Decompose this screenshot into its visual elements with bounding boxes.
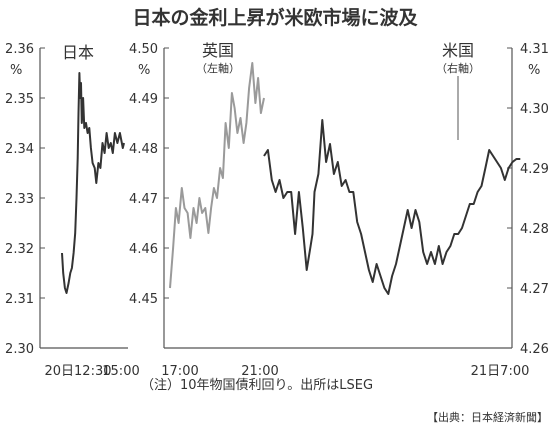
japan-x-tick-label: 15:00: [102, 364, 139, 379]
japan-y-tick-label: 2.32: [5, 242, 34, 257]
uk-x-tick-label: 17:00: [161, 364, 198, 379]
japan-series-label: 日本: [62, 43, 94, 62]
tick-labels: 2.36 2.35 2.34 2.33 2.32 2.31 2.30 4.50 4.49 4.48…: [5, 42, 549, 379]
uk-y-tick-label: 4.47: [129, 192, 158, 207]
us-series-label: 米国: [442, 41, 474, 60]
us-y-tick-label: 4.28: [520, 222, 549, 237]
us-axis-note: （右軸）: [436, 61, 480, 75]
source-note: （注）10年物国債利回り。出所はLSEG: [141, 378, 373, 393]
japan-y-tick-label: 2.30: [5, 342, 34, 357]
japan-y-tick-label: 2.35: [5, 92, 34, 107]
us-y-tick-label: 4.26: [520, 342, 549, 357]
us-yield-line: [263, 119, 521, 295]
us-y-tick-label: 4.29: [520, 162, 549, 177]
credit-line: 【出典：日本経済新聞】: [427, 410, 548, 424]
uk-x-tick-label: 21:00: [241, 364, 278, 379]
japan-y-tick-label: 2.33: [5, 192, 34, 207]
japan-yield-line: [61, 72, 125, 294]
uk-yield-line: [169, 62, 265, 289]
us-y-tick-label: 4.27: [520, 282, 549, 297]
japan-y-tick-label: 2.36: [5, 42, 34, 57]
uk-axis-note: （左軸）: [196, 61, 240, 75]
uk-y-tick-label: 4.50: [129, 42, 158, 57]
us-axis-unit: %: [528, 63, 540, 78]
series-lines: [61, 62, 521, 295]
japan-axis-unit: %: [10, 63, 22, 78]
us-x-tick-label: 21日7:00: [471, 364, 530, 379]
japan-y-tick-label: 2.34: [5, 142, 34, 157]
uk-y-tick-label: 4.46: [129, 242, 158, 257]
chart-title: 日本の金利上昇が米欧市場に波及: [132, 6, 418, 29]
us-y-tick-label: 4.30: [520, 102, 549, 117]
japan-y-tick-label: 2.31: [5, 292, 34, 307]
uk-y-tick-label: 4.45: [129, 292, 158, 307]
uk-axis-unit: %: [138, 63, 150, 78]
uk-y-tick-label: 4.49: [129, 92, 158, 107]
japan-x-tick-label: 20日12:30: [44, 364, 111, 379]
uk-series-label: 英国: [202, 41, 234, 60]
uk-y-tick-label: 4.48: [129, 142, 158, 157]
us-y-tick-label: 4.31: [520, 42, 549, 57]
japan-panel-frame: [39, 48, 128, 349]
